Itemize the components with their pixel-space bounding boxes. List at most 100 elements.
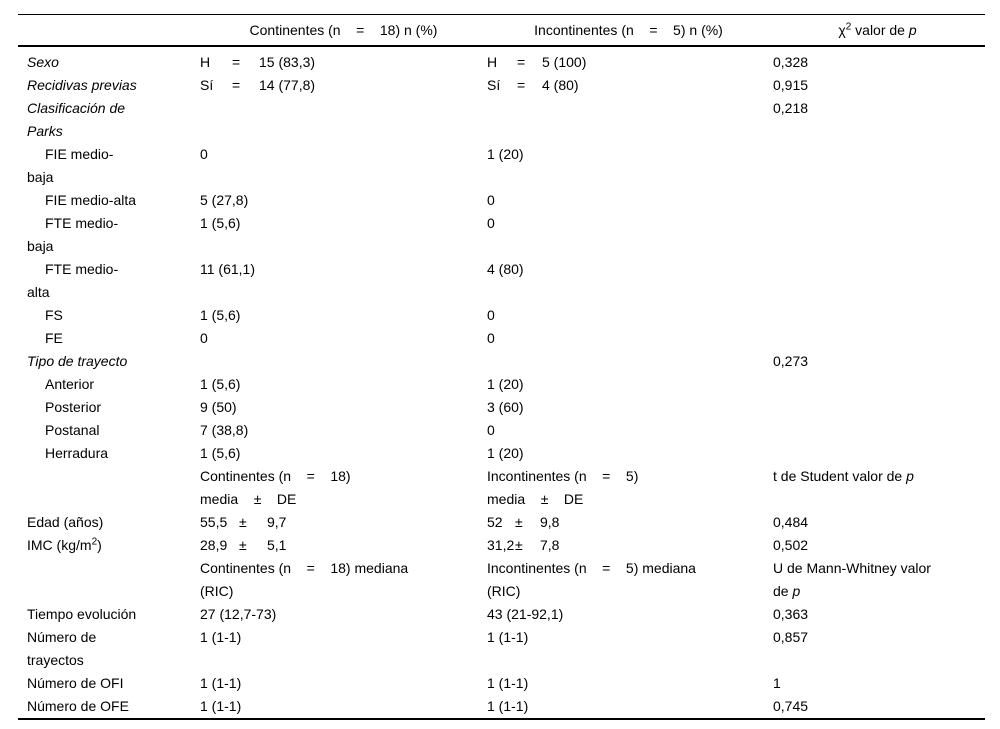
row-label: Edad (años): [27, 514, 104, 530]
header-row: Continentes (n = 18) n (%) Incontinentes…: [18, 15, 985, 47]
cell-incontinentes: 4 (80): [487, 261, 524, 277]
cell-continentes: 55,5 ±9,7: [200, 514, 287, 530]
table-row-fie-medio-baja: FIE medio- baja 0 1 (20): [18, 143, 985, 189]
cell-p-value: [770, 419, 985, 442]
cell-continentes: 0: [200, 330, 208, 346]
chi-exponent: 2: [845, 21, 852, 33]
cell-incontinentes: 0: [487, 422, 495, 438]
cell-incontinentes: 1 (20): [487, 376, 524, 392]
cell-continentes: Sí = 14 (77,8): [200, 77, 316, 93]
cell-continentes: 28,9 ±5,1: [200, 537, 287, 553]
row-label: FTE medio- baja: [27, 215, 119, 254]
cell-continentes: 1 (5,6): [200, 376, 241, 392]
row-label: [18, 557, 200, 603]
cell-continentes: H = 15 (83,3): [200, 54, 316, 70]
subheader-t-student: t de Student valor de p: [773, 468, 914, 484]
table-row-sexo: Sexo H = 15 (83,3) H = 5 (100) 0,328: [18, 46, 985, 74]
table-row-fte-medio-baja: FTE medio- baja 1 (5,6) 0: [18, 212, 985, 258]
cell-p-value: 0,363: [773, 606, 809, 622]
cell-continentes: 5 (27,8): [200, 192, 249, 208]
cell-incontinentes: [487, 97, 770, 143]
cell-incontinentes: 0: [487, 307, 495, 323]
header-continentes: Continentes (n = 18) n (%): [200, 15, 487, 47]
row-label: Posterior: [45, 399, 102, 415]
cell-p-value: [770, 327, 985, 350]
chi-symbol: χ: [838, 22, 846, 38]
cell-incontinentes: 1 (1-1): [487, 629, 529, 645]
row-label: Número de trayectos: [27, 629, 97, 668]
cell-continentes: 1 (5,6): [200, 307, 241, 323]
table-row-herradura: Herradura 1 (5,6) 1 (20): [18, 442, 985, 465]
table-row-imc: IMC (kg/m2) 28,9 ±5,1 31,2± 7,8 0,502: [18, 534, 985, 557]
cell-p-value: 0,273: [773, 353, 809, 369]
cell-continentes: [200, 350, 487, 373]
row-label: Número de OFE: [27, 698, 129, 714]
header-p-text: valor de: [851, 22, 909, 38]
row-label: [18, 465, 200, 511]
cell-incontinentes: 1 (20): [487, 146, 524, 162]
cell-p-value: 0,218: [773, 100, 809, 116]
cell-p-value: 0,484: [773, 514, 809, 530]
subheader-continentes-media: Continentes (n = 18) media ± DE: [200, 468, 351, 507]
subheader-mann-whitney: U de Mann-Whitney valor de p: [773, 560, 931, 599]
subheader-incontinentes-mediana: Incontinentes (n = 5) mediana (RIC): [487, 560, 696, 599]
header-chi-square-p: χ2 valor de p: [770, 15, 985, 47]
header-incontinentes: Incontinentes (n = 5) n (%): [487, 15, 770, 47]
cell-p-value: [770, 304, 985, 327]
cell-incontinentes: 1 (1-1): [487, 675, 529, 691]
statistics-table: Continentes (n = 18) n (%) Incontinentes…: [18, 15, 985, 718]
table-row-anterior: Anterior 1 (5,6) 1 (20): [18, 373, 985, 396]
row-label: Recidivas previas: [27, 77, 137, 93]
table-row-numero-ofi: Número de OFI 1 (1-1) 1 (1-1) 1: [18, 672, 985, 695]
cell-continentes: 27 (12,7-73): [200, 606, 277, 622]
cell-p-value: [770, 143, 985, 189]
cell-incontinentes: 1 (1-1): [487, 698, 529, 714]
cell-p-value: [770, 373, 985, 396]
cell-incontinentes: 1 (20): [487, 445, 524, 461]
cell-continentes: 11 (61,1): [200, 261, 255, 277]
cell-p-value: [770, 258, 985, 304]
cell-p-value: [770, 442, 985, 465]
cell-incontinentes: [487, 350, 770, 373]
cell-p-value: [770, 189, 985, 212]
cell-p-value: 0,915: [773, 77, 809, 93]
table-row-recidivas: Recidivas previas Sí = 14 (77,8) Sí = 4 (80)…: [18, 74, 985, 97]
cell-p-value: 0,745: [773, 698, 809, 714]
row-label: Tiempo evolución: [27, 606, 137, 622]
cell-continentes: 1 (1-1): [200, 698, 242, 714]
cell-incontinentes: 52 ±9,8: [487, 514, 560, 530]
row-label: FIE medio- baja: [27, 146, 114, 185]
row-label: FS: [45, 307, 63, 323]
cell-continentes: 9 (50): [200, 399, 237, 415]
subheader-row-mediana-ric: Continentes (n = 18) mediana (RIC) Incon…: [18, 557, 985, 603]
p-symbol: p: [906, 468, 914, 484]
row-label: Tipo de trayecto: [27, 353, 128, 369]
row-label: Anterior: [45, 376, 95, 392]
subheader-row-media-de: Continentes (n = 18) media ± DE Incontin…: [18, 465, 985, 511]
table-row-fte-medio-alta: FTE medio- alta 11 (61,1) 4 (80): [18, 258, 985, 304]
cell-incontinentes: 0: [487, 330, 495, 346]
cell-incontinentes: 0: [487, 215, 495, 231]
cell-incontinentes: H = 5 (100): [487, 54, 587, 70]
cell-p-value: 0,502: [773, 537, 809, 553]
table-row-numero-ofe: Número de OFE 1 (1-1) 1 (1-1) 0,745: [18, 695, 985, 718]
cell-incontinentes: 3 (60): [487, 399, 524, 415]
cell-incontinentes: 31,2± 7,8: [487, 537, 560, 553]
row-label: FIE medio-alta: [45, 192, 137, 208]
cell-incontinentes: 43 (21-92,1): [487, 606, 564, 622]
cell-continentes: 0: [200, 146, 208, 162]
p-symbol: p: [908, 22, 917, 38]
table-row-numero-trayectos: Número de trayectos 1 (1-1) 1 (1-1) 0,85…: [18, 626, 985, 672]
cell-continentes: 1 (1-1): [200, 629, 242, 645]
cell-p-value: 0,857: [773, 629, 809, 645]
cell-continentes: 1 (1-1): [200, 675, 242, 691]
table-row-edad: Edad (años) 55,5 ±9,7 52 ±9,8 0,484: [18, 511, 985, 534]
row-label: Número de OFI: [27, 675, 124, 691]
cell-p-value: 1: [773, 675, 781, 691]
table-row-clasificacion-parks: Clasificación de Parks 0,218: [18, 97, 985, 143]
cell-continentes: [200, 97, 487, 143]
squared-exponent: 2: [91, 536, 98, 548]
table-row-fe: FE 0 0: [18, 327, 985, 350]
table-row-fs: FS 1 (5,6) 0: [18, 304, 985, 327]
cell-p-value: [770, 396, 985, 419]
